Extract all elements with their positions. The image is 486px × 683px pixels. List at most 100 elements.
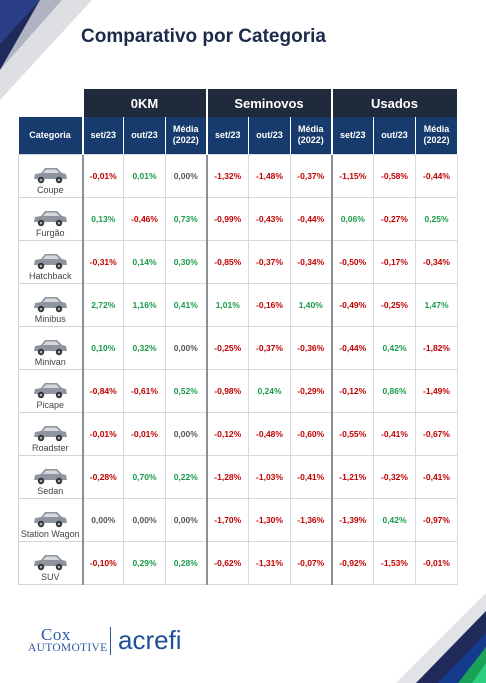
value-cell: -0,97% bbox=[415, 497, 458, 542]
value-cell: 0,00% bbox=[123, 497, 166, 542]
category-cell: Picape bbox=[18, 368, 83, 413]
car-icon bbox=[34, 167, 68, 183]
value-cell: -0,85% bbox=[205, 239, 249, 284]
category-cell: Sedan bbox=[18, 454, 83, 499]
value-cell: -0,37% bbox=[290, 153, 332, 198]
value-cell: -0,44% bbox=[415, 153, 458, 198]
value-cell: -0,12% bbox=[330, 368, 374, 413]
value-cell: 0,10% bbox=[81, 325, 124, 370]
value-cell: 0,52% bbox=[165, 368, 207, 413]
category-cell: Coupe bbox=[18, 153, 83, 198]
value-cell: -0,58% bbox=[373, 153, 416, 198]
column-header-media2022: Média (2022) bbox=[165, 117, 207, 154]
value-cell: -0,01% bbox=[81, 411, 124, 456]
value-cell: 0,24% bbox=[248, 368, 291, 413]
car-icon bbox=[34, 253, 68, 269]
car-icon bbox=[34, 511, 68, 527]
value-cell: 0,00% bbox=[165, 153, 207, 198]
value-cell: 0,28% bbox=[165, 540, 207, 585]
value-cell: 0,13% bbox=[81, 196, 124, 241]
column-header-set23: set/23 bbox=[205, 117, 249, 154]
value-cell: -0,41% bbox=[373, 411, 416, 456]
category-cell: Hatchback bbox=[18, 239, 83, 284]
value-cell: -0,27% bbox=[373, 196, 416, 241]
value-cell: -1,03% bbox=[248, 454, 291, 499]
cox-automotive-logo-line2: AUTOMOTIVE bbox=[28, 642, 108, 654]
value-cell: -0,44% bbox=[290, 196, 332, 241]
value-cell: 0,32% bbox=[123, 325, 166, 370]
value-cell: -1,39% bbox=[330, 497, 374, 542]
value-cell: -0,99% bbox=[205, 196, 249, 241]
value-cell: 0,29% bbox=[123, 540, 166, 585]
car-icon bbox=[34, 339, 68, 355]
column-header-set23: set/23 bbox=[81, 117, 124, 154]
table-row: Minibus 2,72% 1,16% 0,41% 1,01% -0,16% 1,40% -0… bbox=[18, 282, 458, 327]
value-cell: -0,46% bbox=[123, 196, 166, 241]
value-cell: -0,41% bbox=[290, 454, 332, 499]
value-cell: -1,32% bbox=[205, 153, 249, 198]
value-cell: 1,01% bbox=[205, 282, 249, 327]
comparison-table: 0KM Seminovos Usados Categoria set/23 out/… bbox=[18, 89, 459, 585]
value-cell: -0,12% bbox=[205, 411, 249, 456]
column-header-set23: set/23 bbox=[330, 117, 374, 154]
value-cell: -0,01% bbox=[415, 540, 458, 585]
value-cell: 0,00% bbox=[165, 497, 207, 542]
value-cell: -0,43% bbox=[248, 196, 291, 241]
group-header-seminovos: Seminovos bbox=[205, 89, 333, 117]
category-cell: Minivan bbox=[18, 325, 83, 370]
category-cell: SUV bbox=[18, 540, 83, 585]
table-row: Furgão 0,13% -0,46% 0,73% -0,99% -0,43% -0,44%… bbox=[18, 196, 458, 241]
value-cell: 1,16% bbox=[123, 282, 166, 327]
category-label: Sedan bbox=[37, 485, 64, 496]
value-cell: 0,41% bbox=[165, 282, 207, 327]
value-cell: -0,50% bbox=[330, 239, 374, 284]
category-label: Picape bbox=[36, 399, 65, 410]
category-label: Hatchback bbox=[28, 270, 72, 281]
category-label: Station Wagon bbox=[20, 528, 80, 539]
value-cell: 0,06% bbox=[330, 196, 374, 241]
table-row: Coupe -0,01% 0,01% 0,00% -1,32% -1,48% -0,37% -… bbox=[18, 153, 458, 198]
table-row: Minivan 0,10% 0,32% 0,00% -0,25% -0,37% -0,36%… bbox=[18, 325, 458, 370]
value-cell: 0,22% bbox=[165, 454, 207, 499]
value-cell: -1,36% bbox=[290, 497, 332, 542]
value-cell: -0,31% bbox=[81, 239, 124, 284]
table-row: Picape -0,84% -0,61% 0,52% -0,98% 0,24% -0,29%… bbox=[18, 368, 458, 413]
value-cell: 0,70% bbox=[123, 454, 166, 499]
value-cell: -0,67% bbox=[415, 411, 458, 456]
column-header-media2022: Média (2022) bbox=[290, 117, 332, 154]
value-cell: -0,44% bbox=[330, 325, 374, 370]
value-cell: -0,61% bbox=[123, 368, 166, 413]
acrefi-logo: acrefi bbox=[118, 625, 182, 655]
value-cell: 0,42% bbox=[373, 497, 416, 542]
value-cell: -0,37% bbox=[248, 239, 291, 284]
value-cell: 0,14% bbox=[123, 239, 166, 284]
value-cell: 0,30% bbox=[165, 239, 207, 284]
car-icon bbox=[34, 554, 68, 570]
value-cell: -0,34% bbox=[415, 239, 458, 284]
logo-divider bbox=[110, 627, 111, 655]
column-header-out23: out/23 bbox=[248, 117, 291, 154]
value-cell: -0,98% bbox=[205, 368, 249, 413]
page-title: Comparativo por Categoria bbox=[81, 26, 326, 47]
value-cell: 0,01% bbox=[123, 153, 166, 198]
category-label: Coupe bbox=[36, 184, 64, 195]
corner-decoration-top-left bbox=[0, 0, 92, 100]
value-cell: -1,48% bbox=[248, 153, 291, 198]
table-row: Hatchback -0,31% 0,14% 0,30% -0,85% -0,37% -0,… bbox=[18, 239, 458, 284]
table-row: SUV -0,10% 0,29% 0,28% -0,62% -1,31% -0,07% -0,… bbox=[18, 540, 458, 585]
car-icon bbox=[34, 210, 68, 226]
car-icon bbox=[34, 382, 68, 398]
value-cell: -0,84% bbox=[81, 368, 124, 413]
value-cell: 0,25% bbox=[415, 196, 458, 241]
value-cell: -1,49% bbox=[415, 368, 458, 413]
value-cell: -1,70% bbox=[205, 497, 249, 542]
value-cell: -0,28% bbox=[81, 454, 124, 499]
value-cell: 0,42% bbox=[373, 325, 416, 370]
value-cell: -0,17% bbox=[373, 239, 416, 284]
table-row: Station Wagon 0,00% 0,00% 0,00% -1,70% -1,30%… bbox=[18, 497, 458, 542]
value-cell: 0,73% bbox=[165, 196, 207, 241]
column-header-categoria: Categoria bbox=[18, 117, 83, 154]
category-cell: Minibus bbox=[18, 282, 83, 327]
value-cell: -0,25% bbox=[205, 325, 249, 370]
value-cell: 0,86% bbox=[373, 368, 416, 413]
